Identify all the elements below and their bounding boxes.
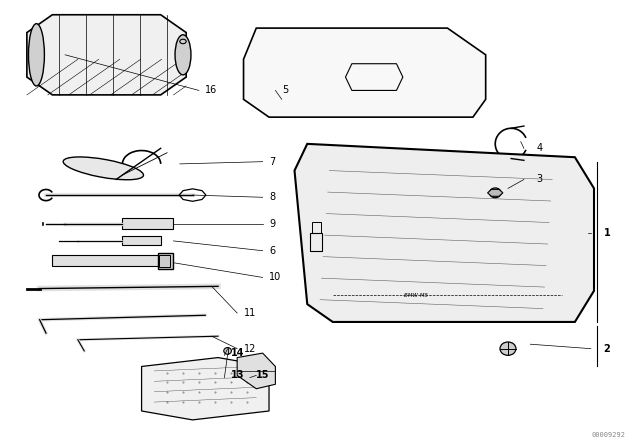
Ellipse shape xyxy=(175,35,191,75)
Bar xyxy=(312,222,321,233)
Bar xyxy=(122,237,161,246)
Text: 12: 12 xyxy=(244,344,256,353)
Polygon shape xyxy=(141,358,269,420)
Text: 5: 5 xyxy=(282,86,288,95)
Text: 13: 13 xyxy=(231,370,244,380)
Ellipse shape xyxy=(224,348,232,354)
Text: BMW M5: BMW M5 xyxy=(404,293,428,298)
Text: 1: 1 xyxy=(604,228,611,238)
Polygon shape xyxy=(244,28,486,117)
Text: 6: 6 xyxy=(269,246,275,256)
Text: 15: 15 xyxy=(256,370,270,380)
Ellipse shape xyxy=(490,188,501,198)
Ellipse shape xyxy=(500,342,516,355)
Text: 2: 2 xyxy=(604,344,611,353)
Bar xyxy=(52,255,167,266)
Text: 14: 14 xyxy=(231,348,244,358)
Text: 4: 4 xyxy=(537,143,543,153)
Polygon shape xyxy=(237,353,275,389)
Bar xyxy=(157,253,173,268)
Text: 8: 8 xyxy=(269,192,275,202)
Text: 10: 10 xyxy=(269,272,281,282)
Ellipse shape xyxy=(28,24,44,86)
Text: 9: 9 xyxy=(269,219,275,229)
Ellipse shape xyxy=(63,157,143,180)
Bar xyxy=(159,255,170,267)
Bar xyxy=(122,218,173,229)
Polygon shape xyxy=(488,190,503,196)
Text: 00009292: 00009292 xyxy=(592,432,626,438)
Text: 3: 3 xyxy=(537,174,543,185)
Bar xyxy=(310,233,322,251)
Text: 16: 16 xyxy=(205,86,218,95)
Text: 7: 7 xyxy=(269,157,275,167)
Polygon shape xyxy=(294,144,594,322)
Polygon shape xyxy=(27,15,186,95)
Text: 11: 11 xyxy=(244,308,256,318)
